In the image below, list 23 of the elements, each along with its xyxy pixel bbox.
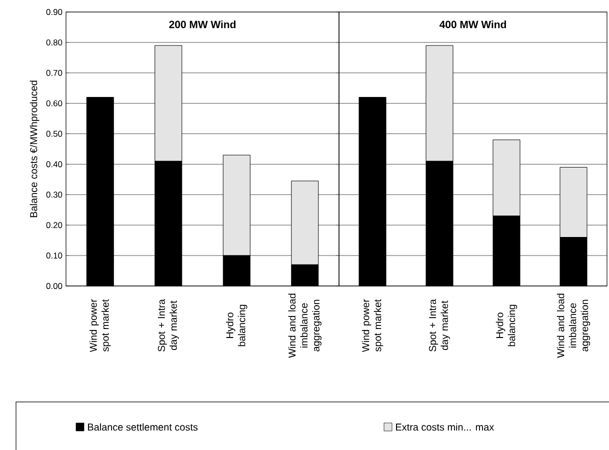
y-axis-title: Balance costs €/MWhproduced bbox=[30, 80, 40, 218]
legend-label: Balance settlement costs bbox=[88, 423, 198, 431]
y-tick-label: 0.20 bbox=[46, 222, 62, 228]
text: 200 MW Wind bbox=[169, 20, 236, 28]
y-tick-label: 0.70 bbox=[46, 70, 62, 76]
y-tick-label: 0.30 bbox=[46, 192, 62, 198]
text: 400 MW Wind bbox=[440, 20, 506, 28]
x-tick-label: Wind and load imbalance aggregation bbox=[556, 294, 590, 358]
x-tick-label: Wind and load imbalance aggregation bbox=[288, 294, 322, 358]
x-tick-label: Spot + Intra day market bbox=[429, 299, 450, 352]
y-tick-label: 0.40 bbox=[46, 161, 62, 168]
x-tick-label: Wind power spot market bbox=[90, 299, 111, 352]
x-tick-label: Spot + Intra day market bbox=[158, 299, 179, 352]
x-tick-label: Hydro balancing bbox=[496, 304, 518, 346]
y-tick-label: 0.90 bbox=[46, 9, 62, 15]
y-tick-label: 0.00 bbox=[46, 282, 62, 289]
y-tick-label: 0.60 bbox=[46, 100, 62, 106]
x-tick-label: Hydro balancing bbox=[226, 304, 248, 346]
y-tick-label: 0.10 bbox=[46, 252, 62, 259]
x-tick-label: Wind power spot market bbox=[362, 299, 384, 352]
y-tick-label: 0.50 bbox=[46, 130, 62, 137]
y-tick-label: 0.80 bbox=[46, 39, 62, 46]
legend-label: Extra costs min... max bbox=[396, 423, 494, 431]
